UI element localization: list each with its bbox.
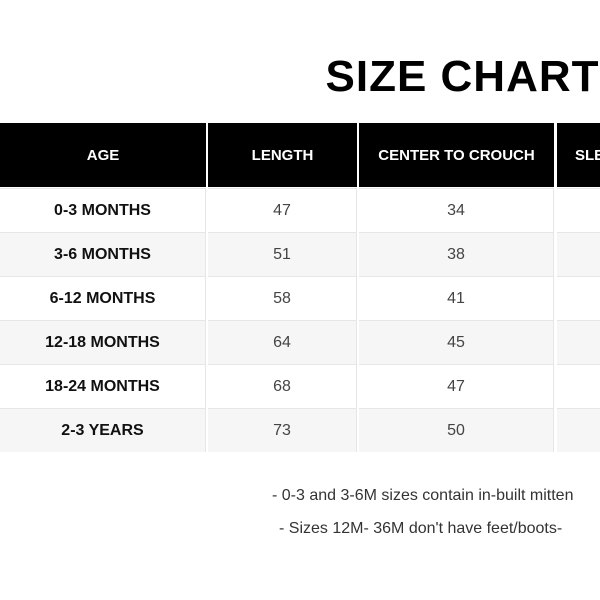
empty-cell (557, 276, 600, 320)
value-cell: 51 (208, 232, 357, 276)
value-cell: 45 (359, 320, 554, 364)
value-cell: 50 (359, 408, 554, 452)
age-cell: 3-6 MONTHS (0, 232, 206, 276)
header-cell: AGE (0, 123, 206, 187)
empty-cell (557, 364, 600, 408)
value-cell: 38 (359, 232, 554, 276)
age-cell: 0-3 MONTHS (0, 188, 206, 232)
value-cell: 47 (208, 188, 357, 232)
value-cell: 41 (359, 276, 554, 320)
value-cell: 47 (359, 364, 554, 408)
age-cell: 6-12 MONTHS (0, 276, 206, 320)
age-cell: 18-24 MONTHS (0, 364, 206, 408)
empty-cell (557, 320, 600, 364)
value-cell: 58 (208, 276, 357, 320)
value-cell: 34 (359, 188, 554, 232)
note: - 0-3 and 3-6M sizes contain in-built mi… (272, 487, 574, 504)
value-cell: 64 (208, 320, 357, 364)
empty-cell (557, 232, 600, 276)
note: - Sizes 12M- 36M don't have feet/boots- (279, 520, 563, 537)
header-cell: CENTER TO CROUCH (359, 123, 554, 187)
header-cell: LENGTH (208, 123, 357, 187)
age-cell: 12-18 MONTHS (0, 320, 206, 364)
age-cell: 2-3 YEARS (0, 408, 206, 452)
header-cell: SLE (557, 123, 600, 187)
empty-cell (557, 188, 600, 232)
value-cell: 73 (208, 408, 357, 452)
title: SIZE CHART (325, 52, 600, 101)
empty-cell (557, 408, 600, 452)
value-cell: 68 (208, 364, 357, 408)
